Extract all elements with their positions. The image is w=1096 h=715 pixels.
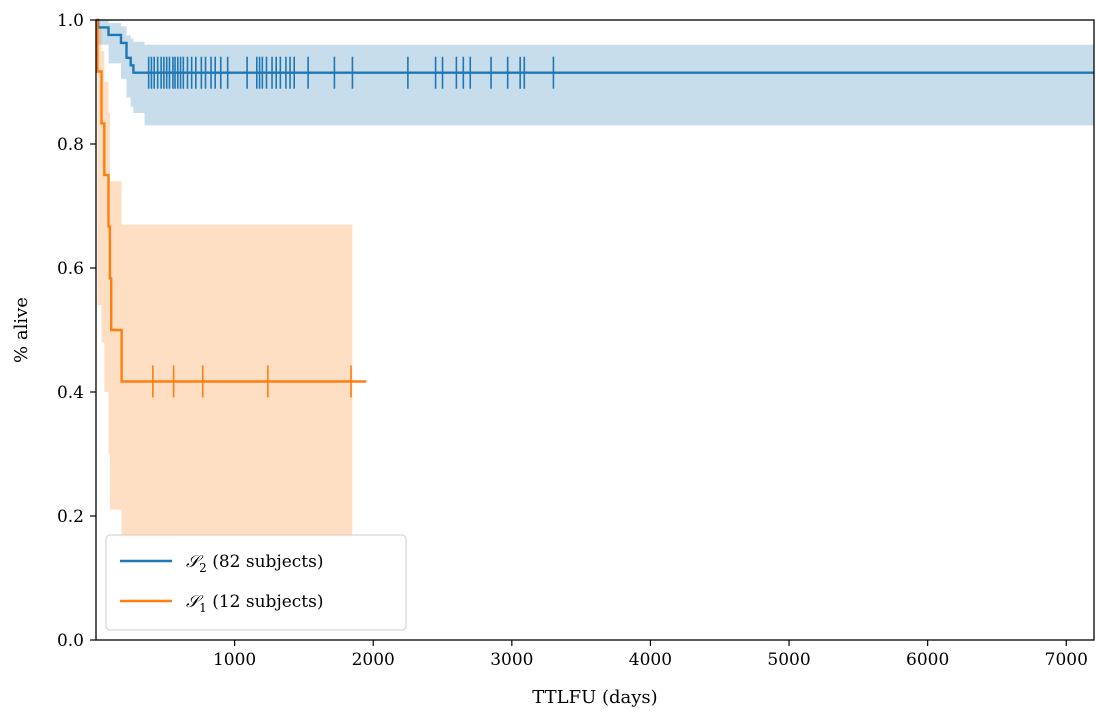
y-tick-label: 0.0 (57, 631, 84, 651)
confidence-bands (96, 20, 1094, 538)
y-axis-label: % alive (11, 297, 32, 363)
legend-label: 𝒮1 (12 subjects) (186, 592, 323, 615)
survival-curve-2 (96, 18, 367, 383)
x-axis-ticks: 1000 2000 3000 4000 5000 6000 7000 (213, 640, 1088, 670)
x-tick-label: 6000 (906, 650, 949, 670)
legend: 𝒮2 (82 subjects) 𝒮1 (12 subjects) (105, 534, 407, 631)
x-tick-label: 4000 (629, 650, 672, 670)
x-tick-label: 2000 (352, 650, 395, 670)
y-tick-label: 0.8 (57, 135, 84, 155)
survival-curves (96, 18, 1094, 383)
censor-marks (147, 56, 555, 398)
x-tick-label: 5000 (767, 650, 810, 670)
y-axis-ticks: 0.0 0.2 0.4 0.6 0.8 1.0 (57, 11, 96, 651)
legend-label: 𝒮2 (82 subjects) (186, 552, 323, 575)
y-tick-label: 0.6 (57, 259, 84, 279)
x-tick-label: 3000 (490, 650, 533, 670)
x-tick-label: 1000 (213, 650, 256, 670)
y-tick-label: 1.0 (57, 11, 84, 31)
survival-curve-1 (96, 18, 1094, 74)
y-tick-label: 0.4 (57, 383, 84, 403)
legend-box (105, 534, 407, 631)
plot-frame (95, 19, 1095, 641)
y-tick-label: 0.2 (57, 507, 84, 527)
confidence-band-2 (96, 20, 353, 538)
x-tick-label: 7000 (1045, 650, 1088, 670)
x-axis-label: TTLFU (days) (532, 687, 657, 708)
